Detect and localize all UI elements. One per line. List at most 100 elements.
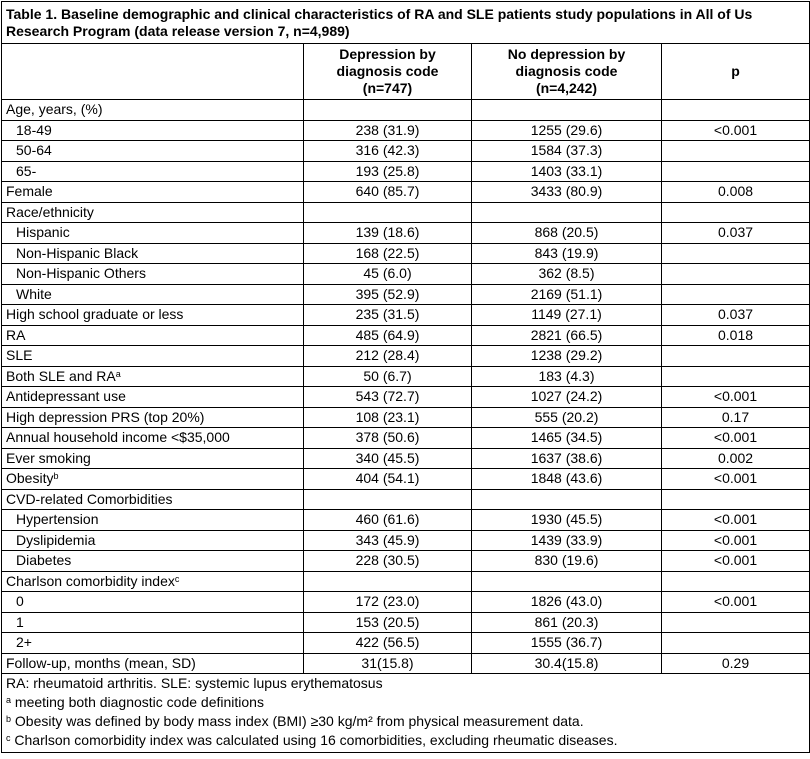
cell-value: 422 (56.5) xyxy=(355,634,420,651)
value-cell xyxy=(660,345,810,367)
header-text: (n=4,242) xyxy=(535,80,598,96)
cell-value: 2821 (66.5) xyxy=(530,326,603,343)
cell-value: 50 (6.7) xyxy=(363,367,412,384)
footnote-text: meeting both diagnostic code definitions xyxy=(14,694,264,710)
cell-value: 1403 (33.1) xyxy=(530,162,603,179)
cell-value: 172 (23.0) xyxy=(355,593,420,610)
cell-value: 1238 (29.2) xyxy=(530,347,603,364)
cell-value: 1637 (38.6) xyxy=(530,449,603,466)
value-cell: 460 (61.6) xyxy=(303,509,472,531)
row-label: Dyslipidemia xyxy=(16,531,96,548)
value-cell xyxy=(660,201,810,223)
cell-value: <0.001 xyxy=(713,429,758,446)
row-label-cell: 50-64 xyxy=(1,140,304,162)
cell-value: 1027 (24.2) xyxy=(530,388,603,405)
title-cell: Table 1. Baseline demographic and clinic… xyxy=(0,1,810,44)
cell-value: 343 (45.9) xyxy=(355,531,420,548)
value-cell: 235 (31.5) xyxy=(303,304,472,326)
value-cell: 0.037 xyxy=(660,222,810,244)
cell-value: 543 (72.7) xyxy=(355,388,420,405)
row-label: SLE xyxy=(6,347,33,364)
value-cell: 404 (54.1) xyxy=(303,468,472,490)
value-cell: 50 (6.7) xyxy=(303,365,472,387)
row-label: Hispanic xyxy=(16,224,70,241)
value-cell: <0.001 xyxy=(660,119,810,141)
row-label: Both SLE and RA xyxy=(6,367,116,384)
table-row: Age, years, (%) xyxy=(1,99,810,121)
footnote-mark: a xyxy=(6,695,12,705)
table-row: 1 153 (20.5) 861 (20.3) xyxy=(1,611,810,633)
table-row: 18-49 238 (31.9) 1255 (29.6) <0.001 xyxy=(1,119,810,141)
footnote-mark: c xyxy=(174,573,180,584)
table-row: Female 640 (85.7) 3433 (80.9) 0.008 xyxy=(1,181,810,203)
table-row: Obesityb 404 (54.1) 1848 (43.6) <0.001 xyxy=(1,468,810,490)
title-row: Table 1. Baseline demographic and clinic… xyxy=(0,1,810,44)
row-label: Annual household income <$35,000 xyxy=(6,429,230,446)
table-row: Follow-up, months (mean, SD) 31(15.8) 30.4… xyxy=(1,652,810,674)
row-label-cell: White xyxy=(1,283,304,305)
value-cell: <0.001 xyxy=(660,591,810,613)
cell-value: 1930 (45.5) xyxy=(530,511,603,528)
row-label: 50-64 xyxy=(16,142,52,159)
footnote: a meeting both diagnostic code definitio… xyxy=(6,693,805,712)
row-label-cell: Obesityb xyxy=(1,468,304,490)
footnote-text: RA: rheumatoid arthritis. SLE: systemic … xyxy=(6,675,383,691)
value-cell: 2821 (66.5) xyxy=(471,324,662,346)
row-label: High school graduate or less xyxy=(6,306,184,323)
cell-value: 183 (4.3) xyxy=(538,367,595,384)
value-cell: <0.001 xyxy=(660,509,810,531)
table-row: Antidepressant use 543 (72.7) 1027 (24.2) <… xyxy=(1,386,810,408)
value-cell: 1584 (37.3) xyxy=(471,140,662,162)
cell-value: 460 (61.6) xyxy=(355,511,420,528)
table-row: CVD-related Comorbidities xyxy=(1,488,810,510)
cell-value: 1848 (43.6) xyxy=(530,470,603,487)
cell-value: 340 (45.5) xyxy=(355,449,420,466)
row-label: Charlson comorbidity index xyxy=(6,572,175,589)
cell-value: 861 (20.3) xyxy=(534,613,599,630)
value-cell: 1027 (24.2) xyxy=(471,386,662,408)
cell-value: <0.001 xyxy=(713,121,758,138)
footnote: c Charlson comorbidity index was calcula… xyxy=(6,731,805,750)
table-row: RA 485 (64.9) 2821 (66.5) 0.018 xyxy=(1,324,810,346)
value-cell: 868 (20.5) xyxy=(471,222,662,244)
row-label-cell: Both SLE and RAa xyxy=(1,365,304,387)
value-cell: 0.018 xyxy=(660,324,810,346)
value-cell: 1637 (38.6) xyxy=(471,447,662,469)
value-cell: 0.037 xyxy=(660,304,810,326)
row-label-cell: High depression PRS (top 20%) xyxy=(1,406,304,428)
value-cell: 543 (72.7) xyxy=(303,386,472,408)
value-cell: 830 (19.6) xyxy=(471,550,662,572)
value-cell: 1465 (34.5) xyxy=(471,427,662,449)
value-cell: 378 (50.6) xyxy=(303,427,472,449)
cell-value: 0.037 xyxy=(717,224,754,241)
value-cell xyxy=(303,570,472,592)
cell-value: 1439 (33.9) xyxy=(530,531,603,548)
table-row: 65- 193 (25.8) 1403 (33.1) xyxy=(1,160,810,182)
header-text: diagnosis code xyxy=(336,63,439,79)
value-cell: 362 (8.5) xyxy=(471,263,662,285)
value-cell xyxy=(660,570,810,592)
row-label: Non-Hispanic Black xyxy=(16,244,139,261)
table-row: High depression PRS (top 20%) 108 (23.1) 5… xyxy=(1,406,810,428)
row-label: 0 xyxy=(16,593,24,610)
value-cell: 485 (64.9) xyxy=(303,324,472,346)
row-label-cell: Dyslipidemia xyxy=(1,529,304,551)
cell-value: 45 (6.0) xyxy=(363,265,412,282)
footnote: b Obesity was defined by body mass index… xyxy=(6,712,805,731)
row-label: 65- xyxy=(16,162,37,179)
table-row: Diabetes 228 (30.5) 830 (19.6) <0.001 xyxy=(1,550,810,572)
value-cell: 45 (6.0) xyxy=(303,263,472,285)
value-cell: <0.001 xyxy=(660,468,810,490)
footnote-mark: c xyxy=(6,733,11,743)
value-cell: 340 (45.5) xyxy=(303,447,472,469)
row-label-cell: 1 xyxy=(1,611,304,633)
row-label-cell: Diabetes xyxy=(1,550,304,572)
cell-value: <0.001 xyxy=(713,552,758,569)
footnote-text: Charlson comorbidity index was calculate… xyxy=(14,732,618,748)
row-label: Diabetes xyxy=(16,552,72,569)
table-title: Table 1. Baseline demographic and clinic… xyxy=(6,6,753,39)
value-cell xyxy=(471,201,662,223)
value-cell: 30.4(15.8) xyxy=(471,652,662,674)
cell-value: 228 (30.5) xyxy=(355,552,420,569)
row-label-cell: Race/ethnicity xyxy=(1,201,304,223)
